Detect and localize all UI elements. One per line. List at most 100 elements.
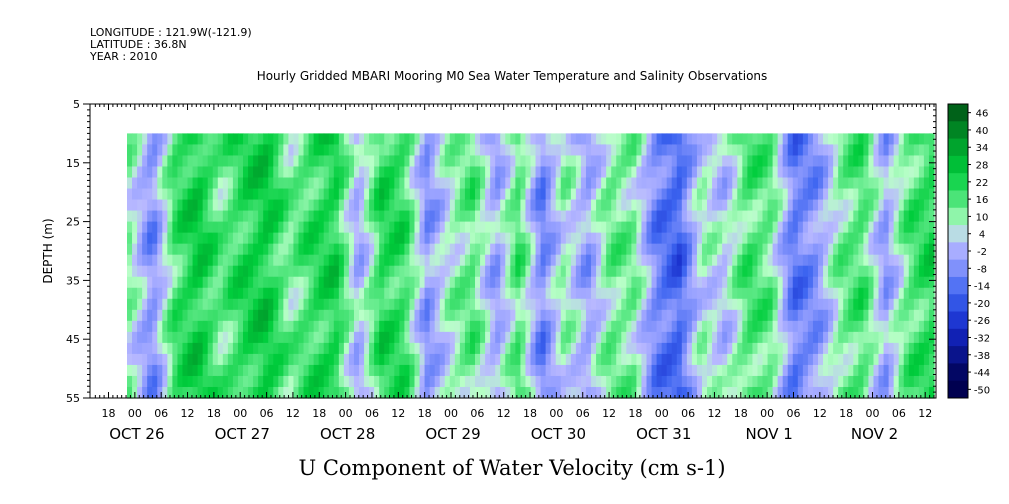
- heatmap-cell: [273, 199, 279, 212]
- heatmap-cell: [485, 166, 491, 179]
- heatmap-cell: [747, 144, 754, 157]
- heatmap-cell: [777, 155, 784, 168]
- heatmap-cell: [283, 221, 289, 234]
- heatmap-cell: [182, 166, 189, 179]
- heatmap-cell: [918, 265, 925, 278]
- heatmap-cell: [278, 221, 284, 234]
- heatmap-cell: [359, 298, 365, 311]
- heatmap-cell: [222, 342, 229, 355]
- heatmap-cell: [838, 221, 844, 234]
- heatmap-cell: [611, 210, 617, 223]
- heatmap-cell: [283, 188, 289, 201]
- heatmap-cell: [273, 265, 279, 278]
- heatmap-cell: [167, 331, 173, 344]
- heatmap-cell: [843, 144, 849, 157]
- heatmap-cell: [348, 144, 355, 157]
- heatmap-cell: [858, 166, 864, 179]
- heatmap-cell: [308, 199, 315, 212]
- heatmap-cell: [686, 375, 693, 388]
- heatmap-cell: [182, 265, 189, 278]
- heatmap-cell: [137, 144, 143, 157]
- heatmap-cell: [762, 342, 769, 355]
- heatmap-cell: [142, 221, 148, 234]
- heatmap-cell: [570, 166, 577, 179]
- heatmap-cell: [717, 364, 723, 377]
- heatmap-cell: [883, 375, 890, 388]
- heatmap-cell: [767, 320, 774, 333]
- heatmap-cell: [550, 353, 557, 366]
- heatmap-cell: [253, 166, 259, 179]
- heatmap-cell: [601, 166, 607, 179]
- heatmap-cell: [903, 232, 910, 245]
- heatmap-cell: [444, 353, 451, 366]
- heatmap-cell: [202, 265, 209, 278]
- heatmap-cell: [802, 287, 809, 300]
- heatmap-cell: [873, 353, 880, 366]
- heatmap-cell: [696, 155, 703, 168]
- heatmap-cell: [434, 243, 441, 256]
- heatmap-cell: [278, 375, 284, 388]
- heatmap-cell: [283, 320, 289, 333]
- heatmap-cell: [480, 133, 486, 146]
- heatmap-cell: [565, 199, 572, 212]
- heatmap-cell: [328, 210, 335, 223]
- heatmap-cell: [757, 287, 764, 300]
- heatmap-cell: [485, 254, 491, 267]
- heatmap-cell: [414, 353, 421, 366]
- heatmap-cell: [177, 177, 184, 190]
- heatmap-cell: [727, 298, 733, 311]
- heatmap-cell: [616, 386, 622, 399]
- heatmap-cell: [621, 375, 627, 388]
- heatmap-cell: [343, 309, 350, 322]
- heatmap-cell: [666, 210, 673, 223]
- heatmap-cell: [127, 155, 133, 168]
- heatmap-cell: [197, 265, 204, 278]
- heatmap-cell: [142, 199, 148, 212]
- heatmap-cell: [858, 331, 864, 344]
- heatmap-cell: [364, 309, 370, 322]
- heatmap-cell: [434, 199, 441, 212]
- heatmap-cell: [928, 254, 935, 267]
- heatmap-cell: [742, 133, 748, 146]
- heatmap-cell: [782, 386, 789, 399]
- heatmap-cell: [404, 320, 411, 333]
- heatmap-cell: [641, 309, 648, 322]
- heatmap-cell: [505, 364, 511, 377]
- heatmap-cell: [596, 353, 602, 366]
- heatmap-cell: [666, 276, 673, 289]
- heatmap-cell: [202, 210, 209, 223]
- heatmap-cell: [222, 254, 229, 267]
- heatmap-cell: [525, 309, 532, 322]
- heatmap-cell: [278, 298, 284, 311]
- heatmap-cell: [843, 243, 849, 256]
- heatmap-cell: [419, 320, 426, 333]
- heatmap-cell: [409, 298, 416, 311]
- heatmap-cell: [258, 243, 264, 256]
- heatmap-cell: [333, 232, 340, 245]
- heatmap-cell: [424, 166, 431, 179]
- heatmap-cell: [701, 166, 708, 179]
- heatmap-cell: [333, 199, 340, 212]
- heatmap-cell: [303, 177, 310, 190]
- heatmap-cell: [782, 144, 789, 157]
- heatmap-cell: [444, 254, 451, 267]
- heatmap-cell: [459, 331, 466, 344]
- colorbar-bin: [948, 173, 968, 191]
- heatmap-cell: [550, 221, 557, 234]
- heatmap-cell: [797, 188, 804, 201]
- heatmap-cell: [691, 254, 698, 267]
- heatmap-cell: [313, 265, 320, 278]
- heatmap-cell: [535, 199, 542, 212]
- heatmap-cell: [212, 276, 219, 289]
- heatmap-cell: [419, 364, 426, 377]
- heatmap-cell: [585, 386, 592, 399]
- heatmap-cell: [681, 177, 688, 190]
- heatmap-cell: [601, 254, 607, 267]
- heatmap-cell: [364, 144, 370, 157]
- heatmap-cell: [752, 166, 759, 179]
- heatmap-cell: [338, 265, 345, 278]
- heatmap-cell: [167, 375, 173, 388]
- heatmap-cell: [838, 320, 844, 333]
- heatmap-cell: [127, 177, 133, 190]
- heatmap-cell: [888, 298, 895, 311]
